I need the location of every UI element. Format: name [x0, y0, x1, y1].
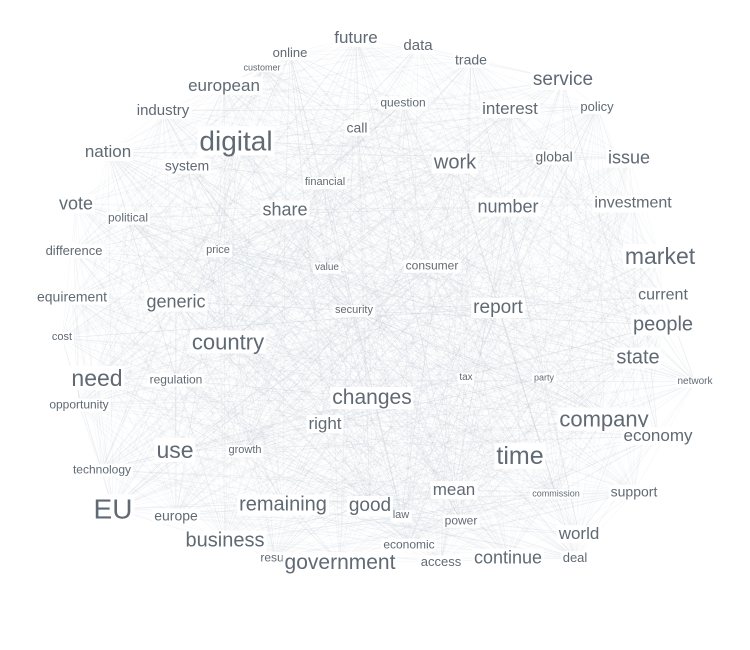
network-node: policy [578, 100, 615, 114]
network-node: difference [44, 244, 105, 258]
network-node: digital [197, 126, 274, 155]
network-node: price [204, 245, 232, 257]
network-node: business [184, 531, 267, 552]
network-node: right [306, 415, 343, 433]
network-node: economy [622, 427, 695, 445]
network-node: party [532, 373, 556, 382]
network-node: consumer [404, 260, 461, 273]
network-node: changes [330, 387, 413, 409]
network-node: tax [457, 373, 474, 384]
network-node: EU [92, 494, 135, 523]
network-node: service [531, 70, 595, 90]
network-node: financial [303, 177, 347, 189]
network-node: issue [606, 149, 652, 168]
network-node: deal [561, 551, 590, 565]
network-node: network [675, 377, 714, 388]
network-node: people [631, 315, 695, 336]
network-node: growth [226, 445, 263, 457]
network-node: future [332, 29, 379, 47]
network-node: cost [50, 332, 74, 344]
network-node: country [190, 330, 266, 353]
network-node: use [154, 438, 195, 462]
network-node: report [471, 298, 525, 318]
network-node: europe [152, 509, 200, 524]
network-node: current [636, 288, 690, 305]
network-node: online [271, 46, 310, 60]
network-node: global [533, 150, 574, 165]
network-node: opportunity [47, 399, 110, 412]
network-node: work [432, 153, 478, 174]
network-node: political [106, 212, 150, 225]
network-node: interest [480, 100, 540, 118]
network-node: market [623, 244, 697, 268]
network-node: continue [472, 549, 544, 568]
network-node: security [333, 305, 375, 317]
network-node: access [419, 555, 463, 569]
network-node: system [163, 159, 211, 174]
network-node: call [344, 121, 369, 136]
network-node: industry [135, 103, 192, 119]
network-node: remaining [237, 495, 329, 516]
network-node: mean [431, 481, 478, 499]
network-node: law [391, 510, 412, 522]
network-node: commission [530, 489, 582, 498]
network-node: number [475, 198, 540, 217]
network-node: vote [57, 195, 95, 214]
network-node: data [401, 38, 434, 54]
network-node: world [557, 525, 602, 543]
network-node: support [609, 485, 660, 500]
network-node: customer [241, 63, 282, 72]
network-node: good [347, 496, 393, 516]
network-node: investment [592, 196, 673, 213]
network-node: equirement [35, 290, 109, 305]
network-node: generic [144, 293, 207, 312]
network-node: power [443, 515, 480, 528]
network-node: value [313, 263, 341, 274]
network-node: technology [71, 464, 133, 477]
network-node: european [186, 77, 262, 95]
network-node: need [69, 366, 124, 390]
network-node: nation [83, 143, 133, 161]
network-node: government [283, 552, 398, 574]
network-node: state [614, 348, 661, 369]
network-node: economic [381, 539, 436, 552]
network-node: trade [453, 53, 489, 68]
word-cooccurrence-network: future online data customer trade european ser… [0, 0, 750, 650]
network-node: time [494, 443, 545, 469]
network-node: question [378, 97, 427, 110]
network-node: regulation [148, 374, 205, 387]
network-node: share [260, 201, 309, 220]
